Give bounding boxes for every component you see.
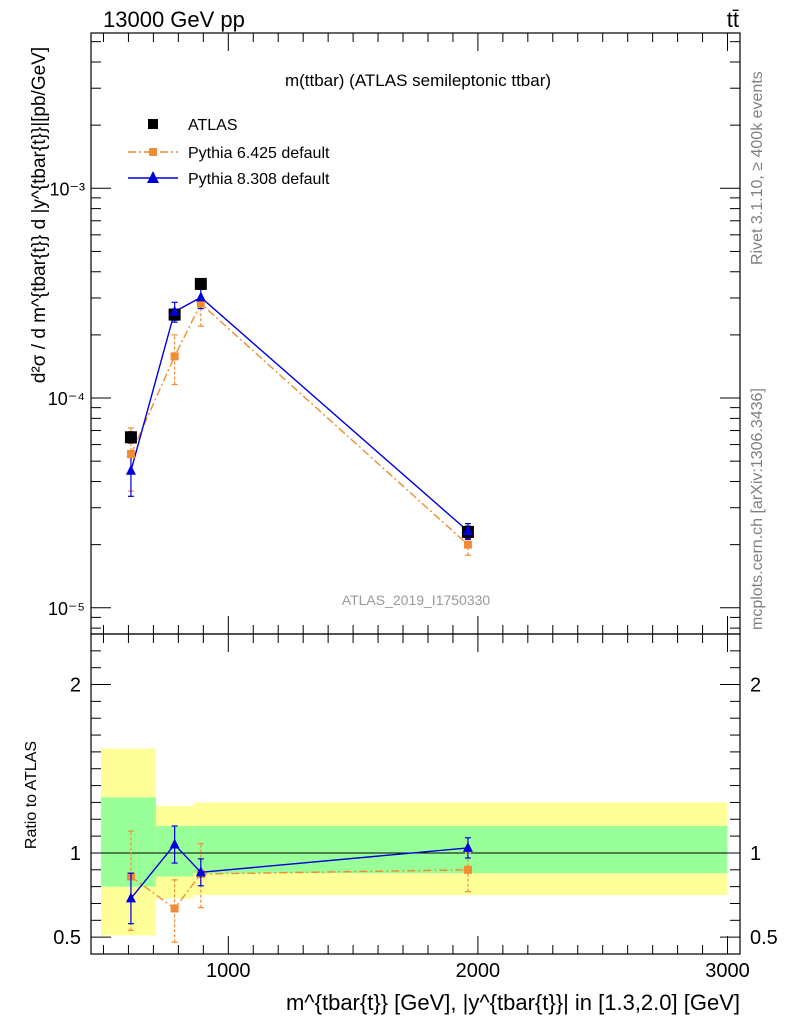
ratio-panel: 0.5 0.5 1 1 2 2 1000 2000 3000 Ratio to ATLAS m^… xyxy=(23,633,778,1015)
analysis-watermark: ATLAS_2019_I1750330 xyxy=(342,592,491,608)
data-point-square xyxy=(126,450,135,459)
ratio-axis-ticks: 0.5 0.5 1 1 2 2 1000 2000 3000 xyxy=(53,634,778,982)
data-point-triangle xyxy=(462,841,473,852)
series-markers-1 xyxy=(126,299,472,549)
ratio-data-layer xyxy=(125,825,473,943)
data-point-square xyxy=(170,904,179,913)
series-line xyxy=(130,302,469,546)
data-point-triangle xyxy=(462,525,473,536)
data-point-triangle xyxy=(125,464,136,475)
data-point-square xyxy=(124,431,137,444)
legend-label: Pythia 6.425 default xyxy=(188,145,330,162)
x-tick-label: 3000 xyxy=(705,960,750,982)
ratio-uncertainty-bands xyxy=(100,748,728,936)
data-point-square xyxy=(194,277,207,290)
ratio-y-tick-label-right: 1 xyxy=(750,843,761,865)
mcplots-label: mcplots.cern.ch [arXiv:1306.3436] xyxy=(749,388,766,630)
ratio-y-axis-label: Ratio to ATLAS xyxy=(23,741,40,849)
x-tick-label: 1000 xyxy=(206,960,251,982)
main-data-layer xyxy=(124,277,474,556)
data-point-square xyxy=(148,119,158,129)
legend-entry: ATLAS xyxy=(148,117,238,134)
data-point-triangle xyxy=(125,892,136,903)
main-y-tick-label: 10⁻³ xyxy=(49,179,85,199)
main-title: m(ttbar) (ATLAS semileptonic ttbar) xyxy=(285,71,551,90)
data-point-triangle xyxy=(195,291,206,302)
ratio-series-line xyxy=(130,869,468,910)
main-y-axis-label: d²σ / d m^{tbar{t}} d |y^{tbar{t}}|[pb/G… xyxy=(29,47,50,383)
ratio-y-tick-label-left: 1 xyxy=(70,843,81,865)
series-line xyxy=(130,296,469,532)
ratio-series-1 xyxy=(125,825,473,925)
main-panel: 10⁻⁵ 10⁻⁴ 10⁻³ m(ttbar) (ATLAS semileptoni… xyxy=(29,32,741,635)
ratio-y-tick-label-right: 0.5 xyxy=(750,927,778,949)
x-tick-label: 2000 xyxy=(456,960,501,982)
main-y-tick-label: 10⁻⁴ xyxy=(48,389,85,409)
data-point-square xyxy=(463,540,472,549)
x-axis-label: m^{tbar{t}} [GeV], |y^{tbar{t}}| in [1.3… xyxy=(286,990,740,1015)
data-point-square xyxy=(196,299,205,308)
data-point-triangle xyxy=(169,305,180,316)
data-point-square xyxy=(170,352,179,361)
legend-label: ATLAS xyxy=(188,117,238,134)
data-point-square xyxy=(463,865,472,874)
ratio-series-line xyxy=(130,843,468,899)
data-point-square xyxy=(149,148,157,156)
main-y-tick-label: 10⁻⁵ xyxy=(48,599,85,619)
main-axis-ticks: 10⁻⁵ 10⁻⁴ 10⁻³ xyxy=(48,33,740,634)
legend: ATLAS Pythia 6.425 default Pythia 8.308 de… xyxy=(128,117,330,188)
uncertainty-band-green xyxy=(100,797,156,887)
legend-label: Pythia 8.308 default xyxy=(188,171,330,188)
data-point-triangle xyxy=(169,838,180,849)
data-point-triangle xyxy=(195,866,206,877)
legend-entry: Pythia 8.308 default xyxy=(128,171,330,188)
process-label: tt̄ xyxy=(727,7,739,32)
series-1 xyxy=(127,284,471,556)
ratio-y-tick-label-right: 2 xyxy=(750,675,761,697)
series-markers-0 xyxy=(124,277,474,538)
ratio-plot-frame xyxy=(90,633,741,955)
series-markers-2 xyxy=(125,291,473,536)
data-point-triangle xyxy=(147,171,159,183)
ratio-y-tick-label-left: 2 xyxy=(70,675,81,697)
energy-label: 13000 GeV pp xyxy=(103,7,245,32)
legend-entry: Pythia 6.425 default xyxy=(128,145,330,162)
rivet-label: Rivet 3.1.10, ≥ 400k events xyxy=(749,71,766,265)
ratio-y-tick-label-left: 0.5 xyxy=(53,927,81,949)
